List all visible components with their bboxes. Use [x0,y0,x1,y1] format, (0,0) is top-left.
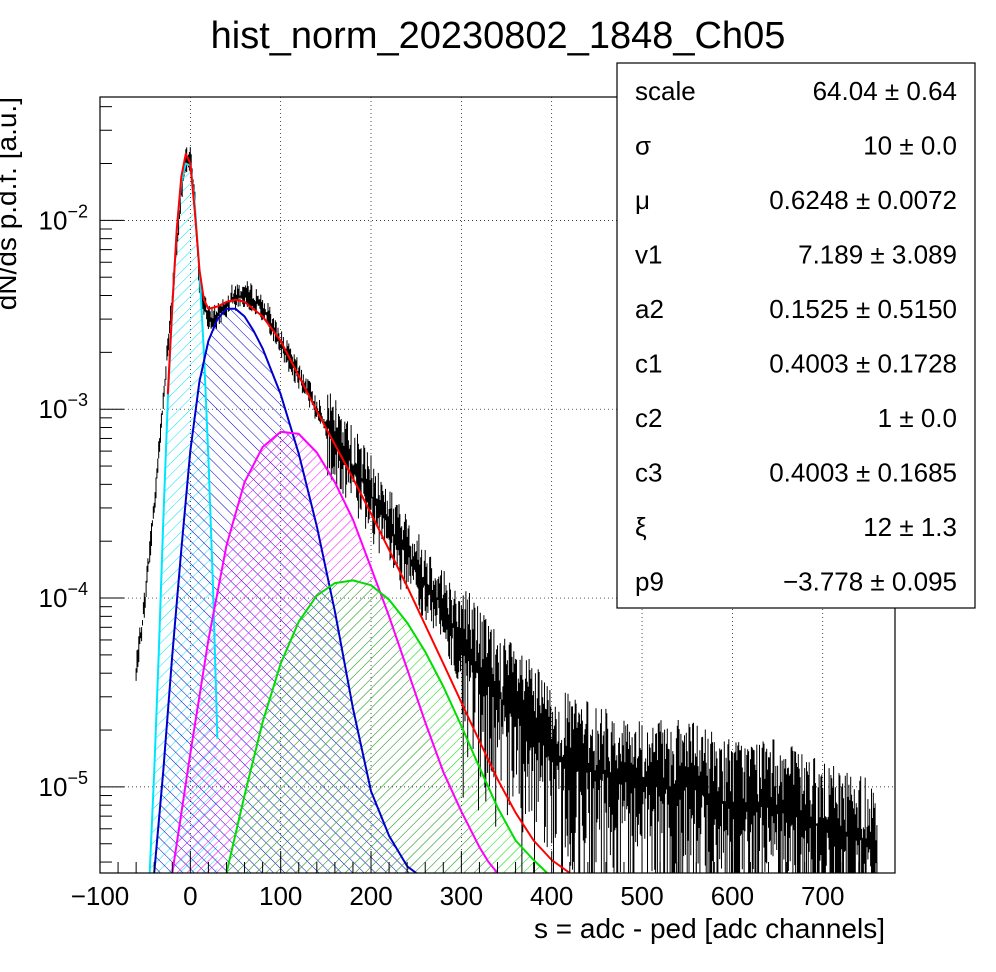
x-tick-label: 700 [801,881,844,911]
double-pe-component [171,430,499,873]
fit-curves [148,152,571,873]
stats-param-value: 0.4003 ± 0.1728 [769,349,957,379]
triple-pe-component-fill [226,580,548,873]
stats-param-value: 0.4003 ± 0.1685 [769,458,957,488]
x-tick-label: 300 [440,881,483,911]
x-tick-label: 0 [183,881,197,911]
x-tick-label: 500 [620,881,663,911]
stats-param-name: μ [635,185,650,215]
y-tick-label: 10−3 [39,390,88,424]
chart-title: hist_norm_20230802_1848_Ch05 [211,15,786,57]
y-tick-label: 10−5 [39,768,88,802]
x-tick-label: 100 [259,881,302,911]
y-axis-label: dN/ds p.d.f. [a.u.] [0,97,22,310]
stats-param-value: 12 ± 1.3 [863,512,957,542]
total-fit-curve [166,152,571,873]
y-axis-ticks: 10−5 10−4 10−3 10−2 [39,106,124,863]
stats-param-name: scale [635,76,696,106]
y-tick-label: 10−4 [39,579,88,613]
x-tick-label: 400 [530,881,573,911]
stats-param-name: σ [635,131,651,161]
stats-param-value: 10 ± 0.0 [863,131,957,161]
stats-param-name: ξ [635,512,647,542]
stats-param-name: v1 [635,240,662,270]
stats-param-name: c2 [635,403,662,433]
stats-param-name: a2 [635,294,664,324]
x-tick-label: −100 [71,881,130,911]
pedestal-component [148,162,219,873]
stats-param-name: c3 [635,458,662,488]
triple-pe-component [225,579,548,873]
x-tick-label: 200 [349,881,392,911]
stats-param-value: 64.04 ± 0.64 [813,76,957,106]
single-pe-component [153,307,417,873]
stats-box-frame [616,62,976,609]
y-tick-label: 10−2 [39,201,88,235]
stats-param-value: 0.6248 ± 0.0072 [769,185,957,215]
x-tick-label: 600 [711,881,754,911]
stats-param-value: 7.189 ± 3.089 [798,240,957,270]
x-axis-label: s = adc - ped [adc channels] [534,913,885,944]
stats-param-value: 0.1525 ± 0.5150 [769,294,957,324]
stats-param-value: −3.778 ± 0.095 [783,567,957,597]
stats-box: scale 64.04 ± 0.64 σ 10 ± 0.0 μ 0.6248 ± 0.00… [616,62,976,609]
stats-param-value: 1 ± 0.0 [878,403,957,433]
stats-param-name: p9 [635,567,664,597]
stats-param-name: c1 [635,349,662,379]
x-axis-ticks: −100 0 100 200 300 400 500 600 700 [71,851,896,911]
